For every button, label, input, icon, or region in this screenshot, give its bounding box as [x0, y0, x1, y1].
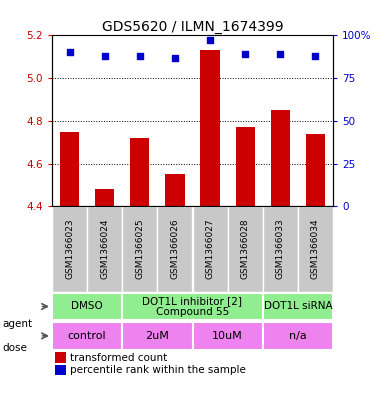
Text: percentile rank within the sample: percentile rank within the sample	[70, 365, 246, 375]
Bar	[52, 322, 122, 350]
Text: transformed count: transformed count	[70, 353, 167, 362]
Point	[67, 50, 73, 56]
Point	[172, 55, 178, 61]
Text: 10uM: 10uM	[212, 331, 243, 341]
Point	[137, 53, 143, 59]
Bar	[122, 293, 263, 320]
Text: control: control	[68, 331, 106, 341]
Point	[242, 51, 248, 57]
Bar	[130, 138, 149, 206]
Text: GSM1366033: GSM1366033	[276, 219, 285, 279]
Bar	[122, 322, 192, 350]
Bar	[95, 189, 114, 206]
Bar	[165, 174, 184, 206]
Bar	[157, 206, 192, 292]
Point	[312, 53, 318, 59]
Text: GSM1366034: GSM1366034	[311, 219, 320, 279]
Bar	[52, 206, 87, 292]
Text: DMSO: DMSO	[71, 301, 103, 312]
Text: 2uM: 2uM	[146, 331, 169, 341]
Bar	[52, 293, 122, 320]
Text: GSM1366026: GSM1366026	[171, 219, 179, 279]
Bar	[55, 365, 66, 375]
Bar	[298, 206, 333, 292]
Bar	[263, 293, 333, 320]
Bar	[60, 132, 79, 206]
Point	[277, 51, 283, 57]
Text: GSM1366023: GSM1366023	[65, 219, 74, 279]
Bar	[87, 206, 122, 292]
Text: agent: agent	[2, 319, 32, 329]
Bar	[271, 110, 290, 206]
Text: DOT1L inhibitor [2]
Compound 55: DOT1L inhibitor [2] Compound 55	[142, 296, 243, 317]
Text: n/a: n/a	[289, 331, 307, 341]
Point	[102, 53, 108, 59]
Bar	[55, 353, 66, 363]
Title: GDS5620 / ILMN_1674399: GDS5620 / ILMN_1674399	[102, 20, 283, 34]
Text: GSM1366024: GSM1366024	[100, 219, 109, 279]
Bar	[263, 206, 298, 292]
Text: GSM1366025: GSM1366025	[135, 219, 144, 279]
Bar	[228, 206, 263, 292]
Text: GSM1366027: GSM1366027	[206, 219, 214, 279]
Text: GSM1366028: GSM1366028	[241, 219, 250, 279]
Bar	[306, 134, 325, 206]
Text: dose: dose	[2, 343, 27, 353]
Point	[207, 37, 213, 44]
Bar	[192, 206, 228, 292]
Text: DOT1L siRNA: DOT1L siRNA	[264, 301, 332, 312]
Bar	[236, 127, 255, 206]
Bar	[192, 322, 263, 350]
Bar	[201, 50, 220, 206]
Bar	[122, 206, 157, 292]
Bar	[263, 322, 333, 350]
